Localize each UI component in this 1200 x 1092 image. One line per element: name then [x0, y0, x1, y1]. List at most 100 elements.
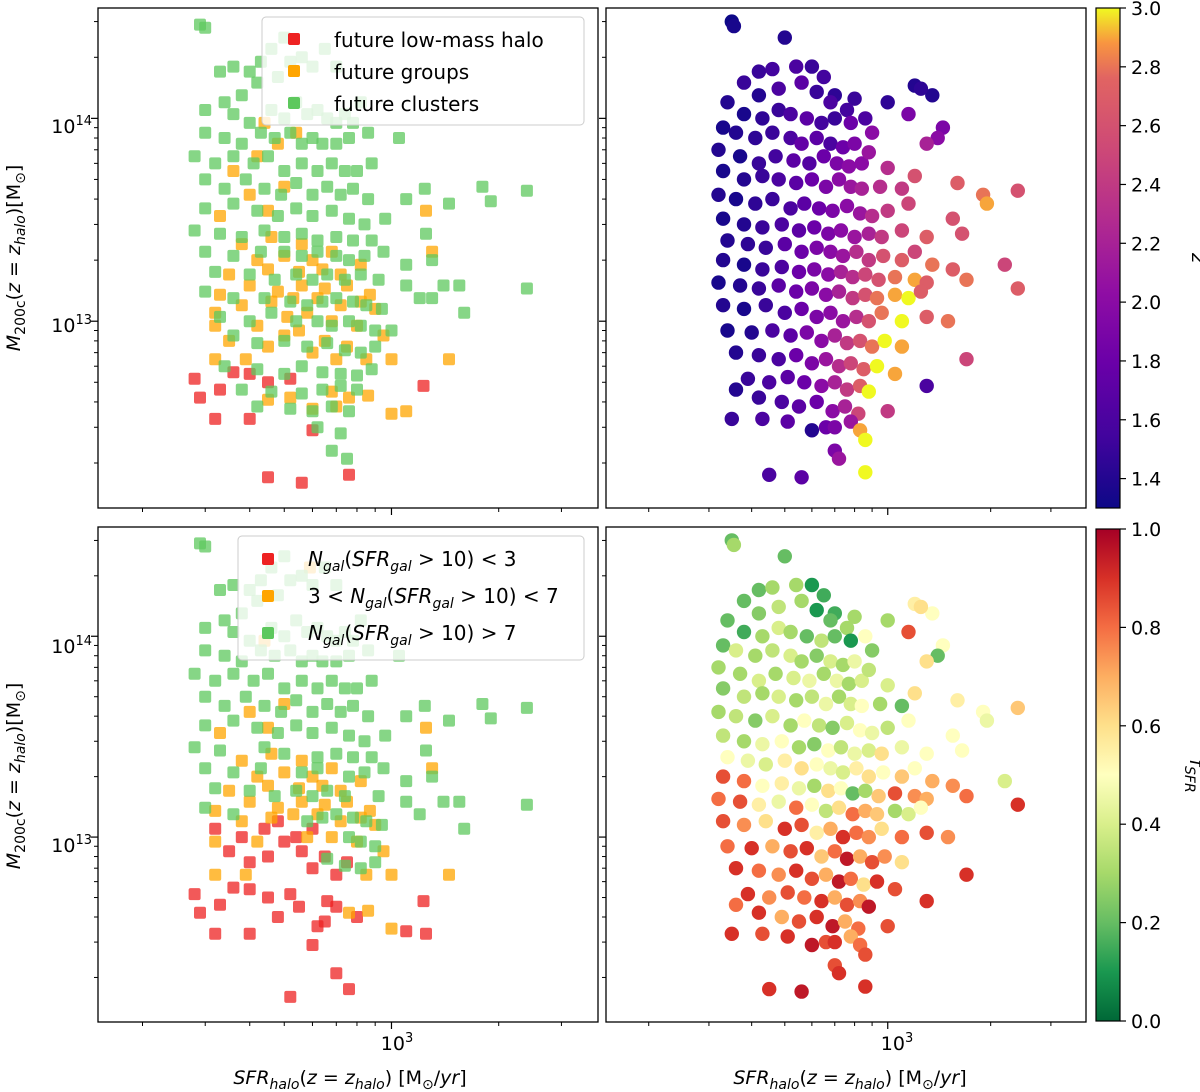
- scatter-point-top-left-s2-34: [268, 132, 281, 144]
- scatter-point-top-right-91: [755, 220, 770, 235]
- scatter-point-top-right-114: [894, 252, 910, 268]
- scatter-point-bottom-right-180: [804, 871, 820, 886]
- scatter-point-bottom-left-s1-11: [209, 804, 222, 817]
- scatter-point-top-right-4: [925, 88, 940, 103]
- scatter-point-bottom-right-145: [869, 807, 885, 822]
- scatter-point-bottom-left-s2-88: [347, 751, 359, 764]
- scatter-point-top-right-29: [858, 111, 873, 126]
- scatter-point-bottom-right-79: [783, 718, 798, 733]
- scatter-point-top-left-s2-116: [453, 279, 466, 292]
- scatter-point-bottom-right-56: [861, 662, 876, 678]
- scatter-point-bottom-left-s2-128: [354, 862, 367, 875]
- scatter-point-top-right-65: [831, 172, 847, 187]
- scatter-point-top-left-s1-10: [293, 324, 305, 337]
- scatter-point-top-left-s2-79: [476, 180, 489, 193]
- scatter-point-bottom-left-s2-46: [262, 667, 274, 680]
- scatter-point-bottom-left-s2-118: [347, 811, 359, 824]
- scatter-point-top-right-25: [799, 111, 814, 126]
- scatter-point-top-right-112: [861, 252, 876, 268]
- scatter-point-bottom-right-57: [880, 678, 895, 693]
- scatter-point-bottom-left-s2-56: [218, 699, 231, 712]
- scatter-point-top-left-s1-34: [363, 288, 376, 301]
- scatter-point-top-left-s1-47: [295, 238, 308, 251]
- legend-label-ngal-lt3: Ngal(SFRgal > 10) < 3: [308, 547, 517, 575]
- scatter-point-bottom-right-74: [1010, 700, 1025, 716]
- scatter-point-top-right-178: [771, 352, 786, 367]
- scatter-point-bottom-right-52: [816, 666, 831, 681]
- scatter-point-bottom-right-214: [858, 947, 873, 962]
- scatter-point-bottom-left-s2-63: [334, 705, 347, 718]
- scatter-point-top-left-s2-93: [199, 245, 212, 258]
- colorbar-z-tick-label-1: 1.6: [1131, 410, 1161, 432]
- scatter-point-bottom-right-61: [771, 689, 786, 704]
- scatter-point-bottom-left-s0-4: [330, 967, 343, 980]
- scatter-point-top-right-215: [762, 467, 777, 482]
- scatter-point-bottom-left-s2-105: [306, 790, 319, 803]
- scatter-point-bottom-right-200: [791, 914, 807, 929]
- scatter-point-bottom-right-82: [825, 720, 840, 735]
- colorbar-z-label: z: [1187, 252, 1200, 264]
- scatter-point-top-left-s2-145: [321, 337, 334, 350]
- scatter-point-top-right-198: [751, 390, 767, 405]
- scatter-point-top-right-98: [861, 226, 876, 241]
- scatter-point-top-left-s2-80: [484, 195, 497, 208]
- scatter-point-top-right-121: [755, 262, 770, 277]
- scatter-point-top-left-s2-98: [311, 245, 324, 258]
- scatter-point-bottom-left-s2-60: [290, 694, 303, 707]
- scatter-point-bottom-left-s1-44: [362, 904, 375, 917]
- scatter-point-top-left-s2-36: [295, 137, 308, 150]
- scatter-point-bottom-left-s2-116: [316, 811, 329, 824]
- scatter-point-top-left-s1-0: [209, 353, 222, 366]
- scatter-point-bottom-right-202: [825, 919, 840, 934]
- axes-frame-bottom-left: [97, 526, 599, 1023]
- colorbar-z-tick-label-3: 2.0: [1131, 292, 1161, 314]
- scatter-point-bottom-right-19: [839, 620, 855, 636]
- scatter-point-bottom-right-18: [823, 613, 838, 628]
- scatter-point-top-left-s2-40: [343, 132, 355, 144]
- scatter-point-bottom-left-s2-74: [358, 735, 371, 748]
- scatter-point-top-right-87: [901, 196, 916, 211]
- scatter-point-bottom-right-211: [827, 934, 842, 950]
- scatter-point-top-right-101: [919, 229, 934, 245]
- scatter-point-bottom-right-197: [728, 897, 744, 912]
- scatter-point-bottom-right-131: [907, 788, 922, 804]
- scatter-point-top-right-191: [814, 378, 829, 394]
- scatter-point-bottom-right-191: [814, 893, 829, 909]
- scatter-point-top-right-200: [791, 399, 807, 414]
- scatter-point-bottom-left-s2-104: [290, 784, 303, 797]
- scatter-point-top-left-s1-52: [227, 165, 240, 177]
- scatter-point-bottom-right-66: [843, 696, 858, 712]
- scatter-point-top-left-s2-83: [214, 227, 226, 240]
- scatter-point-bottom-right-28: [843, 633, 858, 648]
- scatter-point-top-right-41: [823, 136, 838, 151]
- colorbar-fsfr: 0.0 0.2 0.4 0.6 0.8 1.0 fSFR: [1095, 519, 1200, 1033]
- scatter-point-bottom-right-104: [740, 753, 756, 768]
- scatter-point-top-right-138: [771, 278, 786, 293]
- scatter-point-top-right-89: [715, 211, 731, 226]
- scatter-point-bottom-left-s1-0: [209, 868, 222, 881]
- scatter-point-bottom-left-s2-2: [214, 584, 226, 596]
- scatter-point-bottom-left-s2-87: [330, 747, 343, 760]
- scatter-point-bottom-left-s2-98: [377, 762, 390, 775]
- scatter-point-top-left-s2-157: [235, 383, 248, 396]
- scatter-point-bottom-right-5: [913, 599, 929, 615]
- scatter-point-top-left-s1-2: [262, 340, 274, 353]
- scatter-point-top-right-36: [748, 130, 763, 146]
- scatter-point-top-left-s2-46: [262, 150, 274, 163]
- scatter-point-top-left-s2-2: [214, 65, 226, 78]
- scatter-point-top-right-134: [1010, 281, 1025, 296]
- axes-frame-top-right: [605, 7, 1087, 509]
- colorbar-fsfr-tick-label-2: 0.4: [1131, 814, 1161, 836]
- scatter-point-top-left-s2-49: [311, 165, 324, 177]
- scatter-point-top-left-s0-0: [262, 471, 274, 484]
- scatter-point-bottom-right-8: [789, 577, 804, 593]
- scatter-point-bottom-right-2: [777, 549, 792, 564]
- scatter-point-top-left-s2-89: [330, 231, 343, 243]
- scatter-point-top-left-s2-147: [354, 346, 367, 359]
- scatter-point-bottom-right-172: [864, 855, 880, 870]
- scatter-point-bottom-left-s0-8: [417, 895, 430, 908]
- colorbar-z-tick-label-7: 2.8: [1131, 57, 1161, 79]
- scatter-point-top-right-128: [858, 267, 873, 282]
- legend-marker-green-bottom: [262, 627, 274, 639]
- scatter-point-bottom-left-s1-19: [243, 795, 256, 808]
